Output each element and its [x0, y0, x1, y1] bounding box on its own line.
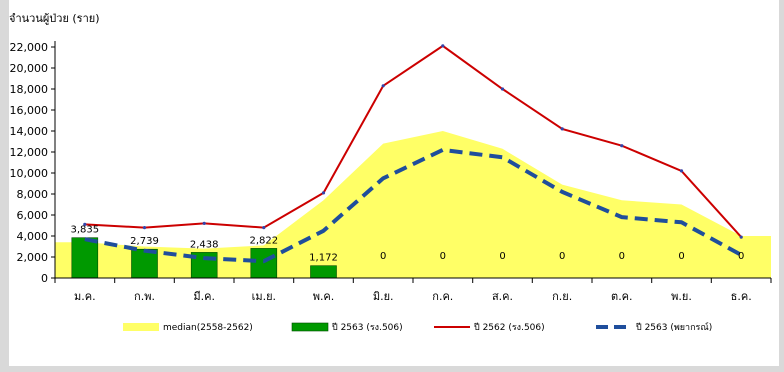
legend-label-3: ปี 2562 (รง.506) — [474, 322, 545, 333]
x-tick-label-7: ก.ค. — [432, 290, 453, 303]
chart-panel: จำนวนผู้ป่วย (ราย) 0 2,000 4,000 6,000 8,000 1… — [9, 0, 779, 366]
x-tick-label-6: มิ.ย. — [373, 290, 394, 303]
bar-value-label-2: 2,739 — [130, 236, 159, 247]
y-tick-label-0: 0 — [41, 272, 48, 285]
y-tick-label-1: 2,000 — [17, 251, 49, 264]
bar-4 — [250, 248, 278, 279]
x-tick-label-3: มี.ค. — [193, 290, 215, 303]
x-tick-label-8: ส.ค. — [492, 290, 513, 303]
bar-value-label-4: 2,822 — [249, 235, 278, 246]
chart: จำนวนผู้ป่วย (ราย) 0 2,000 4,000 6,000 8,000 1… — [9, 12, 772, 333]
bar-value-label-3: 2,438 — [190, 239, 219, 250]
bar-2 — [131, 248, 158, 279]
median-area — [55, 131, 771, 278]
legend-label-4: ปี 2563 (พยากรณ์) — [636, 321, 712, 333]
y-tick-label-2: 4,000 — [17, 230, 49, 243]
x-tick-label-4: เม.ย. — [252, 290, 276, 303]
x-tick-label-5: พ.ค. — [313, 290, 335, 303]
point-2562-12 — [739, 235, 743, 239]
y-tick-label-6: 12,000 — [10, 146, 49, 159]
y-tick-label-9: 18,000 — [10, 83, 49, 96]
y-tick-label-8: 16,000 — [10, 104, 49, 117]
bar-value-label-7: 0 — [440, 251, 446, 262]
y-axis-title: จำนวนผู้ป่วย (ราย) — [9, 12, 100, 25]
y-tick-label-5: 10,000 — [10, 167, 49, 180]
x-tick-label-9: ก.ย. — [552, 290, 572, 303]
y-tick-label-3: 6,000 — [17, 209, 49, 222]
point-2562-2 — [142, 226, 147, 230]
point-2562-8 — [500, 87, 505, 91]
x-tick-label-10: ต.ค. — [611, 290, 633, 303]
y-tick-label-11: 22,000 — [10, 41, 49, 54]
bar-value-label-10: 0 — [619, 251, 625, 262]
y-tick-label-10: 20,000 — [10, 62, 49, 75]
bar-value-label-12: 0 — [738, 251, 744, 262]
bar-value-label-9: 0 — [559, 251, 565, 262]
point-2562-9 — [560, 127, 564, 131]
y-tick-label-7: 14,000 — [10, 125, 49, 138]
bar-value-label-5: 1,172 — [309, 253, 338, 264]
bar-value-label-8: 0 — [499, 251, 505, 262]
y-tick-label-4: 8,000 — [17, 188, 49, 201]
bar-value-label-11: 0 — [678, 251, 684, 262]
legend-swatch-1 — [123, 323, 159, 331]
point-2562-7 — [441, 44, 445, 48]
point-2562-10 — [620, 144, 624, 148]
x-tick-label-1: ม.ค. — [74, 290, 96, 303]
point-2562-6 — [381, 84, 385, 88]
legend-label-1: median(2558-2562) — [163, 323, 253, 333]
line-2562 — [84, 44, 742, 238]
point-2562-5 — [321, 191, 326, 195]
x-tick-label-11: พ.ย. — [671, 290, 692, 303]
x-tick-label-2: ก.พ. — [134, 290, 155, 303]
point-2562-11 — [679, 169, 684, 173]
point-2562-1 — [83, 222, 87, 226]
x-tick-label-12: ธ.ค. — [731, 290, 752, 303]
legend-label-2: ปี 2563 (รง.506) — [332, 322, 403, 333]
point-2562-4 — [262, 226, 266, 230]
bar-5 — [310, 265, 337, 279]
point-2562-3 — [202, 221, 206, 225]
line-forecast — [84, 147, 743, 264]
legend-swatch-2 — [291, 322, 329, 332]
bar-1 — [71, 237, 99, 279]
bar-value-label-1: 3,835 — [70, 225, 99, 236]
bar-value-label-6: 0 — [380, 251, 386, 262]
